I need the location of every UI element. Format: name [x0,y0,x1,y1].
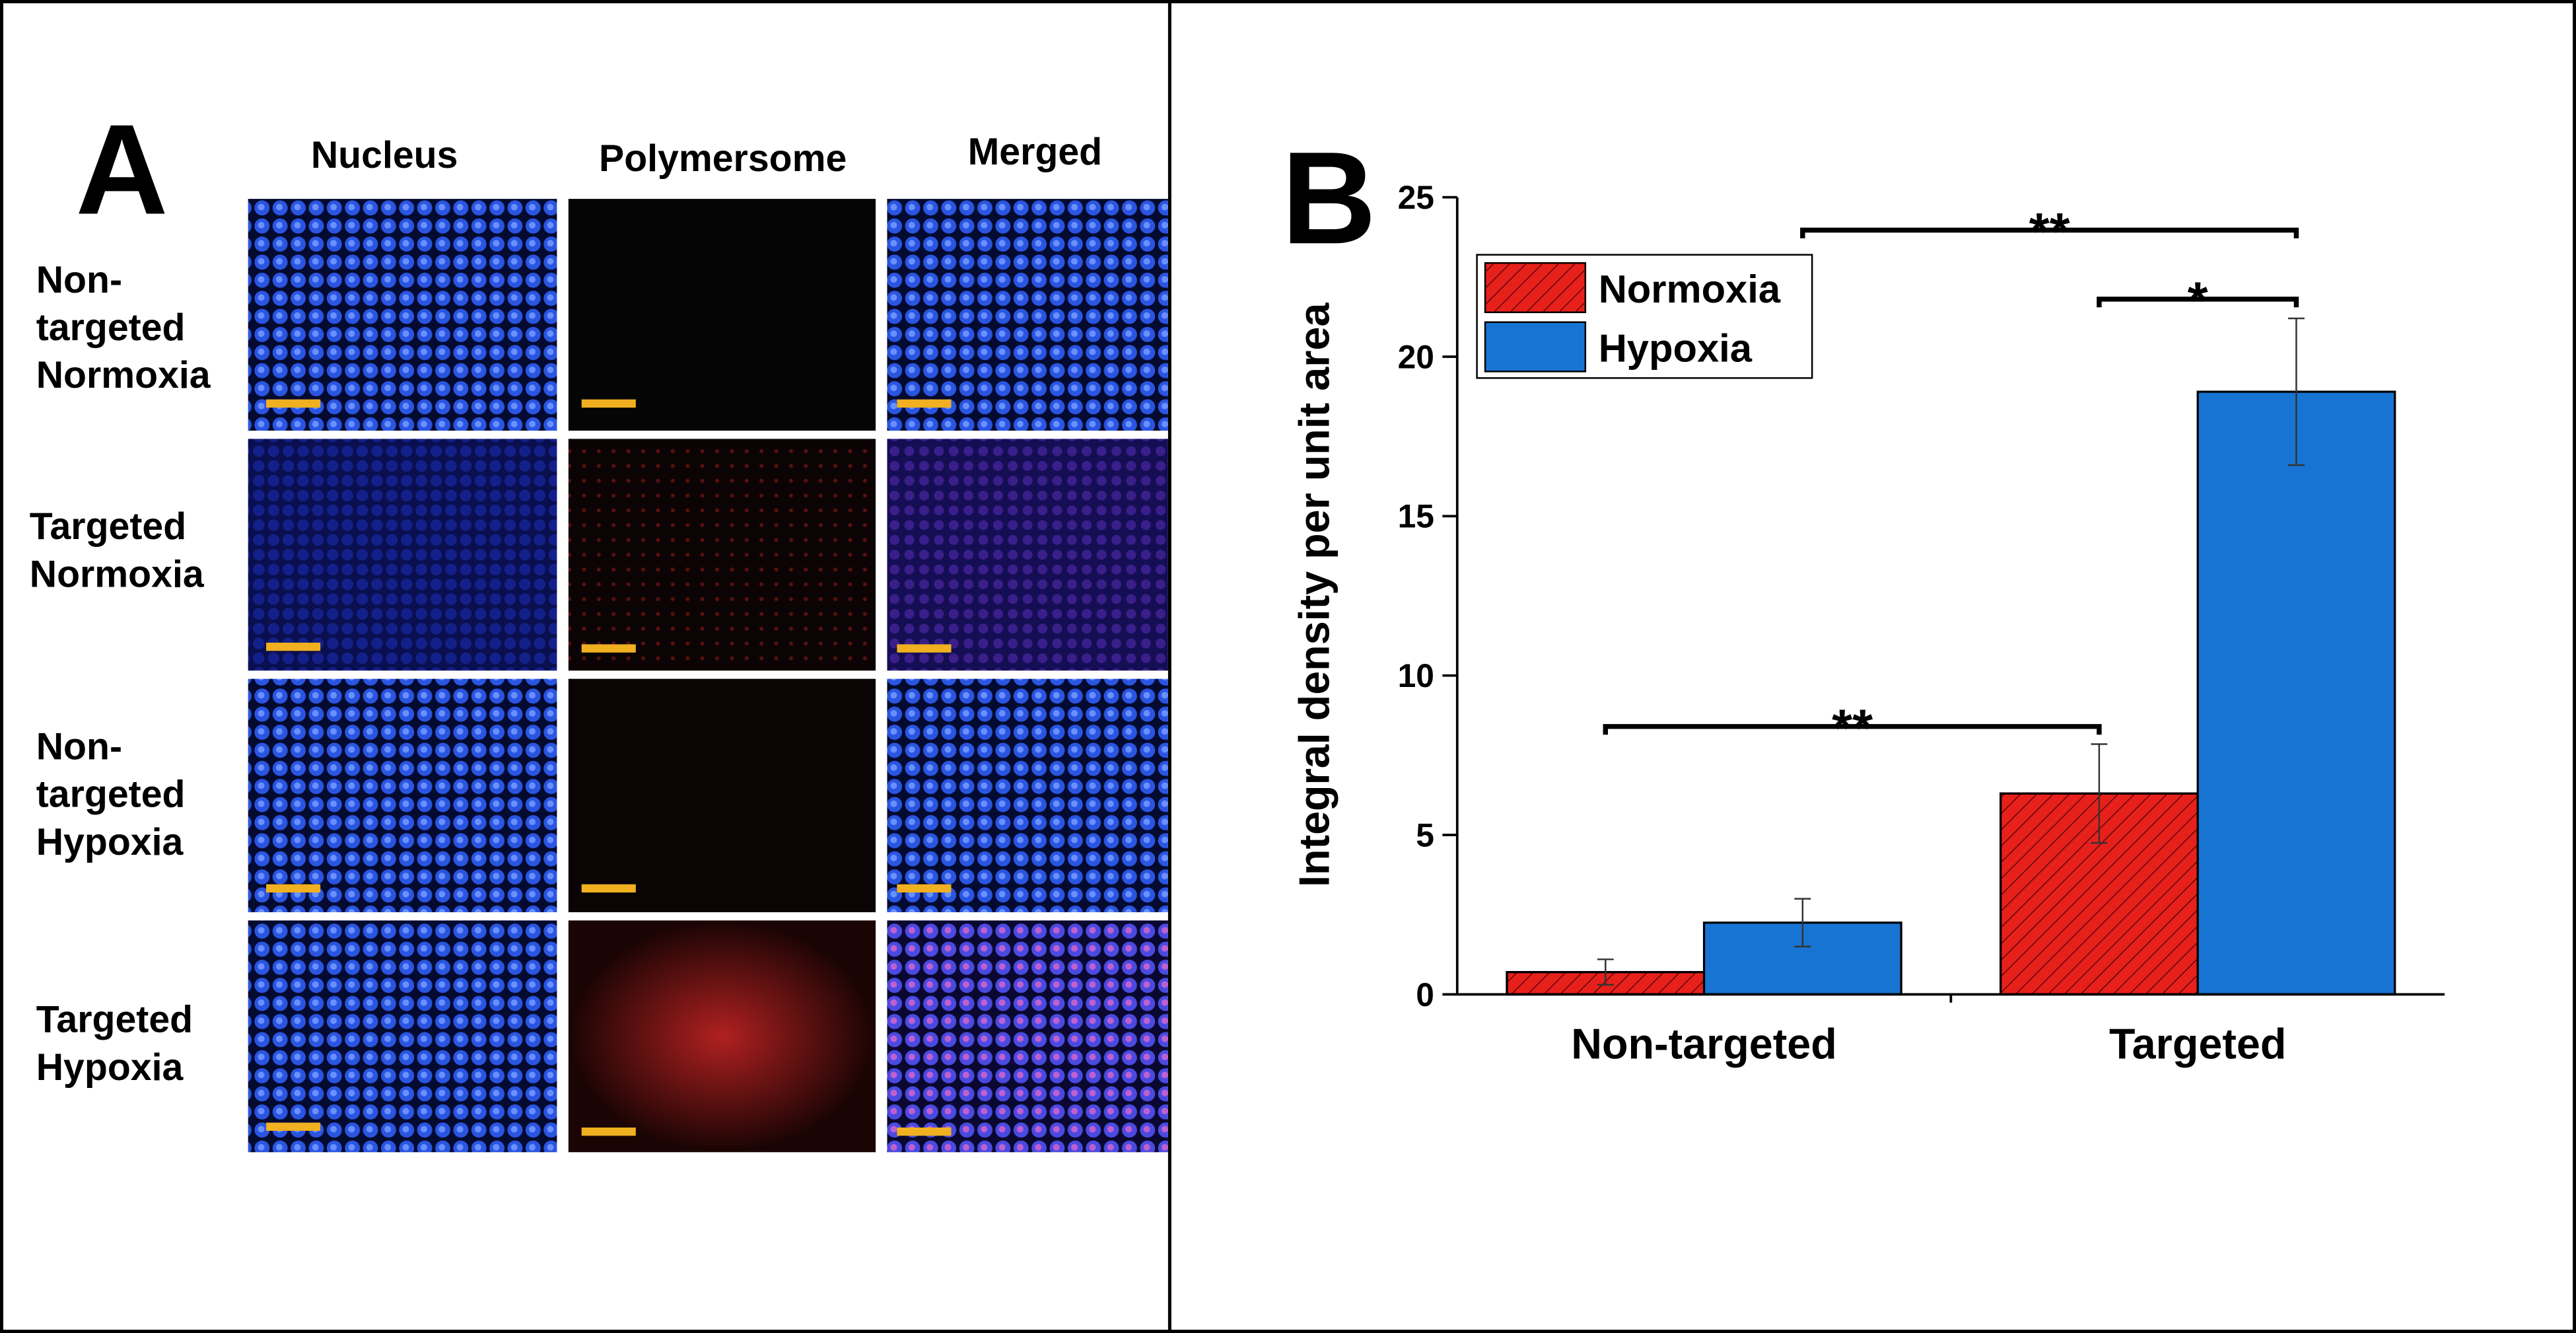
row-label: Normoxia [30,553,205,595]
scale-bar [897,884,952,893]
x-tick-label: Non-targeted [1571,1019,1836,1067]
y-tick-label: 10 [1398,657,1434,694]
legend-swatch-hatch [1485,263,1585,312]
scale-bar [897,399,952,408]
panel-label: A [75,98,168,241]
panel-label: B [1282,125,1377,271]
micrograph [248,439,557,671]
significance-label: * [2188,271,2208,330]
scale-bar [581,644,636,653]
scale-bar [266,1122,321,1131]
row-label: Hypoxia [36,821,184,863]
y-tick-label: 25 [1398,179,1434,216]
micrograph [887,439,1168,671]
micrograph [568,439,876,671]
scale-bar [581,399,636,408]
y-tick-label: 5 [1416,816,1434,853]
legend-swatch [1484,321,1587,373]
micrograph [887,199,1168,431]
y-tick-label: 15 [1398,498,1434,535]
legend-label: Hypoxia [1599,326,1753,370]
scale-bar [266,884,321,893]
row-label: Non- [36,259,122,301]
row-label: Normoxia [36,354,211,396]
scale-bar [581,1127,636,1136]
significance-bracket [2097,297,2299,308]
significance-bracket [1800,227,2299,238]
row-label: Targeted [30,505,186,548]
scale-bar [266,642,321,651]
row-label: Hypoxia [36,1046,184,1089]
micrograph [568,199,876,431]
y-tick-label: 20 [1398,338,1434,375]
micrograph [248,199,557,431]
significance-label: ** [1832,699,1873,758]
row-label: Targeted [36,999,193,1041]
micrograph [248,920,557,1153]
x-tick-label: Targeted [2109,1019,2286,1067]
scale-bar [581,884,636,893]
column-header: Nucleus [311,134,458,176]
micrograph [568,920,876,1153]
row-label: Non- [36,726,122,768]
legend-label: Normoxia [1599,267,1781,311]
scale-bar [897,1127,952,1136]
micrograph [887,678,1168,912]
row-label: targeted [36,774,186,816]
bar [2196,390,2396,996]
scale-bar [266,399,321,408]
micrograph [887,920,1168,1153]
micrograph [568,678,876,912]
significance-label: ** [2029,202,2070,261]
micrograph [248,678,557,912]
significance-bracket [1603,724,2102,735]
column-header: Polymersome [599,137,847,180]
y-tick-label: 0 [1416,976,1434,1013]
scale-bar [897,644,952,653]
row-label: targeted [36,306,186,349]
column-header: Merged [968,131,1102,173]
panel-a: A Nucleus Polymersome Merged [75,98,1168,1153]
y-axis-label: Integral density per unit area [1290,303,1339,887]
